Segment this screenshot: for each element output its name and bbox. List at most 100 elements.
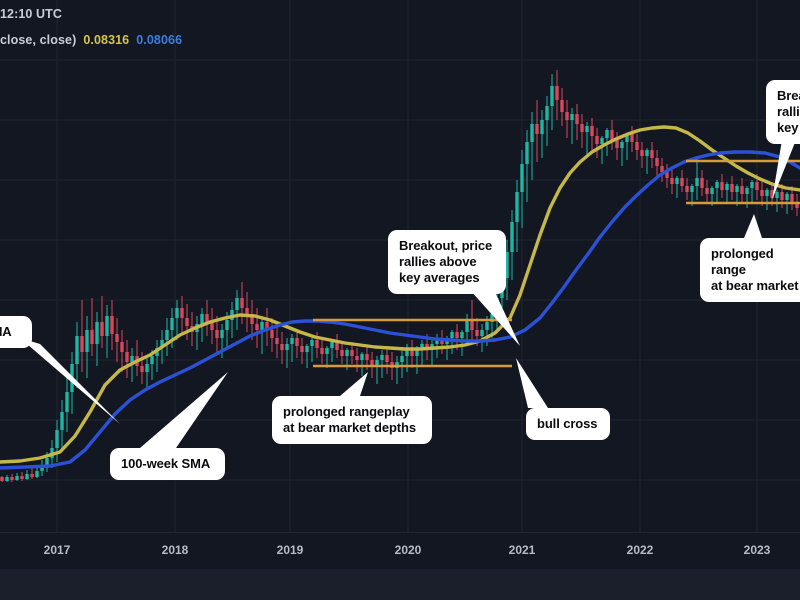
candle-body <box>695 178 699 186</box>
candle-body <box>525 142 529 164</box>
callout-breakout-right[interactable]: Brea rallie key a <box>766 80 800 144</box>
callout-rangeplay-left[interactable]: prolonged rangeplay at bear market depth… <box>272 396 432 444</box>
candle-body <box>670 178 674 184</box>
candle-body <box>95 322 99 344</box>
candle-body <box>365 354 369 360</box>
candle-body <box>680 178 684 186</box>
candle-body <box>705 188 709 194</box>
candle-body <box>600 138 604 144</box>
chart-timestamp-label: 12:10 UTC <box>0 7 62 21</box>
x-axis[interactable]: 2017 2018 2019 2020 2021 2022 2023 <box>0 532 800 569</box>
candle-body <box>725 184 729 190</box>
candle-body <box>765 190 769 196</box>
candle-body <box>150 356 154 364</box>
chart-series-legend[interactable]: close, close) 0.08316 0.08066 <box>0 33 182 47</box>
candle-body <box>590 126 594 136</box>
candle-body <box>675 178 679 184</box>
callout-rangeplay-right[interactable]: prolonged range at bear market <box>700 238 800 302</box>
candle-body <box>785 194 789 200</box>
candle-body <box>460 332 464 338</box>
candle-body <box>795 202 799 208</box>
callout-sma-100-week[interactable]: 100-week SMA <box>110 448 225 480</box>
candle-body <box>610 130 614 140</box>
candle-body <box>520 164 524 192</box>
candle-body <box>210 322 214 330</box>
candle-body <box>25 474 29 479</box>
callout-text: prolonged rangeplay at bear market depth… <box>283 404 417 435</box>
candle-body <box>760 190 764 196</box>
candle-body <box>70 364 74 392</box>
callout-text: Brea rallie key a <box>777 88 800 135</box>
candle-body <box>720 182 724 190</box>
candle-body <box>405 350 409 356</box>
candle-body <box>90 330 94 344</box>
candle-body <box>270 330 274 338</box>
candle-body <box>735 186 739 192</box>
callout-text: 100-week SMA <box>121 456 211 471</box>
candle-body <box>110 316 114 334</box>
callout-sma-50-week[interactable]: SMA <box>0 316 32 348</box>
candle-body <box>80 336 84 352</box>
candle-body <box>370 360 374 366</box>
candle-body <box>570 114 574 120</box>
candle-body <box>540 120 544 134</box>
candle-body <box>770 190 774 198</box>
x-axis-tick-2022: 2022 <box>626 543 654 557</box>
footer-strip <box>0 568 800 600</box>
sma-yellow-value: 0.08316 <box>83 33 130 47</box>
candle-body <box>535 124 539 134</box>
candle-body <box>645 150 649 156</box>
candle-body <box>100 322 104 336</box>
candle-body <box>775 192 779 198</box>
candle-body <box>420 344 424 350</box>
candle-body <box>300 346 304 352</box>
candle-body <box>740 186 744 194</box>
candle-body <box>450 332 454 338</box>
candle-body <box>620 142 624 148</box>
candle-body <box>310 340 314 346</box>
candle-body <box>580 124 584 132</box>
candle-body <box>745 188 749 194</box>
candle-body <box>605 130 609 138</box>
candle-body <box>690 186 694 192</box>
candle-body <box>615 140 619 148</box>
candle-body <box>565 112 569 120</box>
candle-body <box>235 298 239 310</box>
candle-body <box>290 338 294 344</box>
candle-body <box>255 324 259 330</box>
candle-body <box>470 320 474 330</box>
candle-body <box>635 142 639 150</box>
candle-body <box>200 314 204 324</box>
candle-body <box>515 192 519 222</box>
candle-body <box>455 332 459 338</box>
candle-body <box>280 344 284 350</box>
candle-body <box>60 412 64 430</box>
candle-body <box>330 342 334 348</box>
candle-body <box>45 458 49 466</box>
candle-body <box>165 330 169 340</box>
candle-body <box>40 466 44 471</box>
candle-body <box>175 308 179 318</box>
candle-body <box>125 352 129 362</box>
candle-body <box>510 222 514 252</box>
x-axis-tick-2018: 2018 <box>161 543 189 557</box>
candle-body <box>630 134 634 142</box>
callout-breakout-left[interactable]: Breakout, price rallies above key averag… <box>388 230 506 294</box>
candle-body <box>205 314 209 322</box>
candle-body <box>170 318 174 330</box>
candle-body <box>485 322 489 330</box>
candle-body <box>215 330 219 338</box>
candle-body <box>375 360 379 366</box>
candle-body <box>545 106 549 120</box>
candle-body <box>780 192 784 200</box>
candle-body <box>555 86 559 100</box>
candle-body <box>685 186 689 192</box>
candle-body <box>380 355 384 360</box>
callout-bull-cross[interactable]: bull cross <box>526 408 610 440</box>
candle-body <box>750 182 754 188</box>
candle-body <box>320 348 324 354</box>
candle-body <box>495 298 499 314</box>
x-axis-tick-2020: 2020 <box>394 543 422 557</box>
callout-text: prolonged range at bear market <box>711 246 799 293</box>
